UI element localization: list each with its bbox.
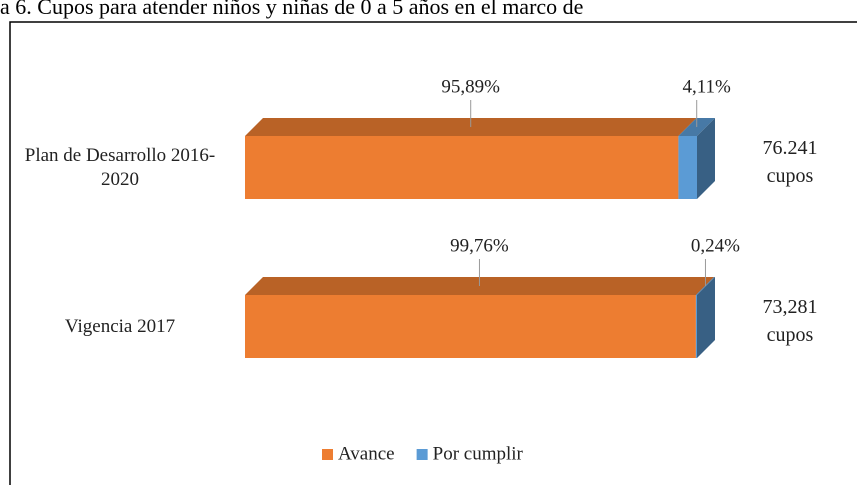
bar-side	[697, 118, 715, 199]
legend-label: Avance	[338, 443, 395, 464]
bar	[245, 136, 679, 199]
chart-frame	[9, 21, 857, 485]
annotation: 73,281 cupos	[762, 295, 818, 346]
data-label: 95,89%	[441, 76, 500, 97]
annotation: 76.241 cupos	[762, 136, 818, 187]
legend-swatch	[416, 449, 428, 460]
bar	[678, 136, 697, 199]
data-label: 99,76%	[450, 235, 509, 256]
legend-label: Por cumplir	[433, 443, 524, 464]
y-tick-label: Vigencia 2017	[64, 315, 176, 337]
bar-side	[697, 277, 715, 358]
data-label: 4,11%	[683, 76, 732, 97]
bar	[695, 295, 697, 358]
chart-title: a 6. Cupos para atender niños y niñas de…	[0, 0, 584, 19]
data-label: 0,24%	[691, 235, 740, 256]
y-tick-label: Plan de Desarrollo 2016-2020	[24, 144, 216, 190]
legend-swatch	[322, 449, 333, 460]
bar	[245, 295, 696, 358]
